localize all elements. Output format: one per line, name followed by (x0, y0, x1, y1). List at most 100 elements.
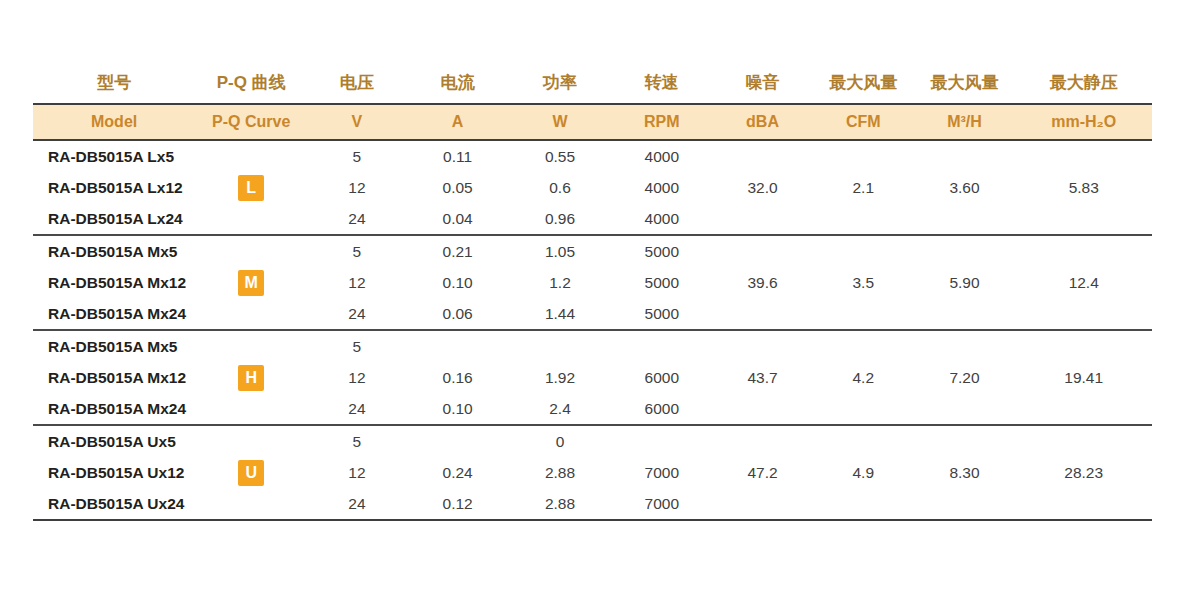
power-cell: 1.05 (509, 235, 612, 267)
power-cell: 2.4 (509, 393, 612, 425)
pq-curve-cell: L (195, 140, 307, 235)
current-cell (407, 425, 509, 457)
header-cn-pq-curve: P-Q 曲线 (195, 62, 307, 104)
power-cell: 0.6 (509, 172, 612, 203)
header-en-mmh2o: mm-H₂O (1015, 104, 1152, 140)
power-cell: 1.44 (509, 298, 612, 330)
model-cell: RA-DB5015A Mx5 (33, 235, 195, 267)
pq-curve-cell: M (195, 235, 307, 330)
current-cell: 0.16 (407, 362, 509, 393)
voltage-cell: 5 (307, 235, 407, 267)
header-cn-voltage: 电压 (307, 62, 407, 104)
pq-curve-badge-h: H (238, 365, 264, 391)
model-cell: RA-DB5015A Ux12 (33, 457, 195, 488)
voltage-cell: 12 (307, 362, 407, 393)
header-cn-noise: 噪音 (712, 62, 813, 104)
current-cell: 0.11 (407, 140, 509, 172)
header-en-watts: W (509, 104, 612, 140)
mmh2o-cell: 5.83 (1015, 140, 1152, 235)
m3h-cell: 3.60 (914, 140, 1016, 235)
table-row: RA-DB5015A Mx5 M 5 0.21 1.05 5000 39.6 3… (33, 235, 1152, 267)
voltage-cell: 24 (307, 298, 407, 330)
current-cell: 0.10 (407, 393, 509, 425)
header-en-dba: dBA (712, 104, 813, 140)
rpm-cell: 6000 (611, 393, 712, 425)
rpm-cell: 5000 (611, 235, 712, 267)
voltage-cell: 5 (307, 140, 407, 172)
current-cell: 0.04 (407, 203, 509, 235)
noise-cell: 43.7 (712, 330, 813, 425)
model-cell: RA-DB5015A Mx24 (33, 298, 195, 330)
model-cell: RA-DB5015A Lx12 (33, 172, 195, 203)
mmh2o-cell: 12.4 (1015, 235, 1152, 330)
voltage-cell: 12 (307, 172, 407, 203)
power-cell: 1.2 (509, 267, 612, 298)
current-cell: 0.21 (407, 235, 509, 267)
table-row: RA-DB5015A Ux5 U 5 0 47.2 4.9 8.30 28.23 (33, 425, 1152, 457)
pq-curve-badge-m: M (238, 270, 264, 296)
voltage-cell: 5 (307, 330, 407, 362)
header-en-pq-curve: P-Q Curve (195, 104, 307, 140)
current-cell: 0.06 (407, 298, 509, 330)
fan-spec-table: 型号 P-Q 曲线 电压 电流 功率 转速 噪音 最大风量 最大风量 最大静压 … (33, 62, 1152, 521)
power-cell: 2.88 (509, 488, 612, 520)
m3h-cell: 7.20 (914, 330, 1016, 425)
voltage-cell: 24 (307, 393, 407, 425)
power-cell: 0.96 (509, 203, 612, 235)
voltage-cell: 24 (307, 488, 407, 520)
cfm-cell: 3.5 (813, 235, 914, 330)
header-row-units: Model P-Q Curve V A W RPM dBA CFM M³/H m… (33, 104, 1152, 140)
noise-cell: 39.6 (712, 235, 813, 330)
pq-curve-cell: H (195, 330, 307, 425)
model-cell: RA-DB5015A Ux24 (33, 488, 195, 520)
power-cell: 0.55 (509, 140, 612, 172)
rpm-cell (611, 425, 712, 457)
model-cell: RA-DB5015A Ux5 (33, 425, 195, 457)
power-cell: 0 (509, 425, 612, 457)
current-cell (407, 330, 509, 362)
voltage-cell: 12 (307, 457, 407, 488)
voltage-cell: 24 (307, 203, 407, 235)
rpm-cell: 5000 (611, 267, 712, 298)
current-cell: 0.12 (407, 488, 509, 520)
noise-cell: 47.2 (712, 425, 813, 520)
m3h-cell: 5.90 (914, 235, 1016, 330)
spec-table-container: 型号 P-Q 曲线 电压 电流 功率 转速 噪音 最大风量 最大风量 最大静压 … (33, 62, 1152, 521)
rpm-cell: 7000 (611, 457, 712, 488)
m3h-cell: 8.30 (914, 425, 1016, 520)
mmh2o-cell: 28.23 (1015, 425, 1152, 520)
header-cn-model: 型号 (33, 62, 195, 104)
rpm-cell: 4000 (611, 172, 712, 203)
rpm-cell: 6000 (611, 362, 712, 393)
noise-cell: 32.0 (712, 140, 813, 235)
pq-curve-badge-l: L (238, 175, 264, 201)
header-en-rpm: RPM (611, 104, 712, 140)
mmh2o-cell: 19.41 (1015, 330, 1152, 425)
header-cn-max-airflow-m3h: 最大风量 (914, 62, 1016, 104)
rpm-cell: 4000 (611, 140, 712, 172)
model-cell: RA-DB5015A Lx24 (33, 203, 195, 235)
cfm-cell: 4.2 (813, 330, 914, 425)
rpm-cell: 7000 (611, 488, 712, 520)
pq-curve-cell: U (195, 425, 307, 520)
model-cell: RA-DB5015A Mx12 (33, 362, 195, 393)
header-cn-max-static-pressure: 最大静压 (1015, 62, 1152, 104)
power-cell: 1.92 (509, 362, 612, 393)
header-en-cfm: CFM (813, 104, 914, 140)
cfm-cell: 2.1 (813, 140, 914, 235)
table-row: RA-DB5015A Lx5 L 5 0.11 0.55 4000 32.0 2… (33, 140, 1152, 172)
header-en-volts: V (307, 104, 407, 140)
header-en-m3h: M³/H (914, 104, 1016, 140)
header-cn-current: 电流 (407, 62, 509, 104)
model-cell: RA-DB5015A Mx5 (33, 330, 195, 362)
header-cn-max-airflow-cfm: 最大风量 (813, 62, 914, 104)
header-en-amps: A (407, 104, 509, 140)
rpm-cell (611, 330, 712, 362)
model-cell: RA-DB5015A Lx5 (33, 140, 195, 172)
voltage-cell: 5 (307, 425, 407, 457)
pq-curve-badge-u: U (238, 460, 264, 486)
current-cell: 0.24 (407, 457, 509, 488)
header-cn-speed: 转速 (611, 62, 712, 104)
current-cell: 0.05 (407, 172, 509, 203)
page: 型号 P-Q 曲线 电压 电流 功率 转速 噪音 最大风量 最大风量 最大静压 … (0, 0, 1182, 591)
